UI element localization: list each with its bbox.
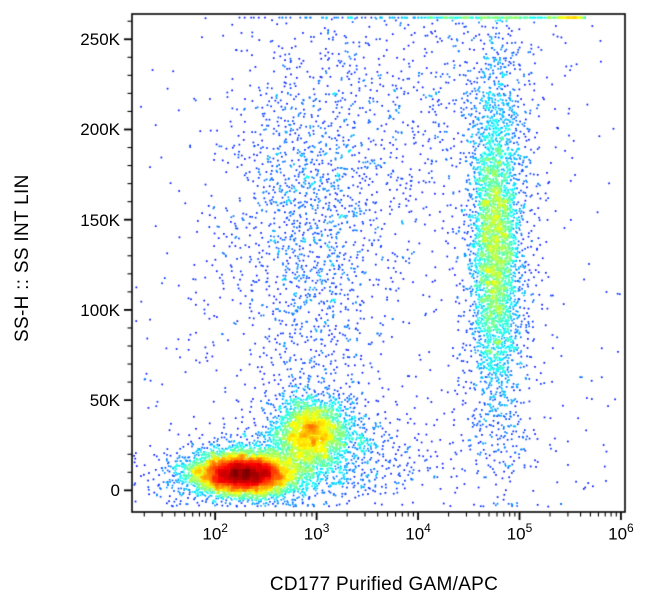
y-tick-label-250K: 250K	[80, 30, 120, 50]
y-tick-label-100K: 100K	[80, 300, 120, 320]
x-tick-label-10e5: 105	[506, 521, 533, 544]
x-tick-label-10e3: 103	[303, 521, 330, 544]
x-axis-title: CD177 Purified GAM/APC	[269, 574, 499, 595]
x-tick-label-10e6: 106	[608, 521, 634, 544]
y-axis-title: SS-H :: SS INT LIN	[12, 174, 33, 342]
y-tick-label-0: 0	[110, 481, 120, 501]
y-tick-label-150K: 150K	[80, 210, 120, 230]
x-tick-label-10e4: 104	[405, 521, 431, 544]
y-tick-label-50K: 50K	[89, 391, 120, 411]
x-tick-label-10e2: 102	[202, 521, 228, 544]
y-tick-label-200K: 200K	[80, 120, 120, 140]
